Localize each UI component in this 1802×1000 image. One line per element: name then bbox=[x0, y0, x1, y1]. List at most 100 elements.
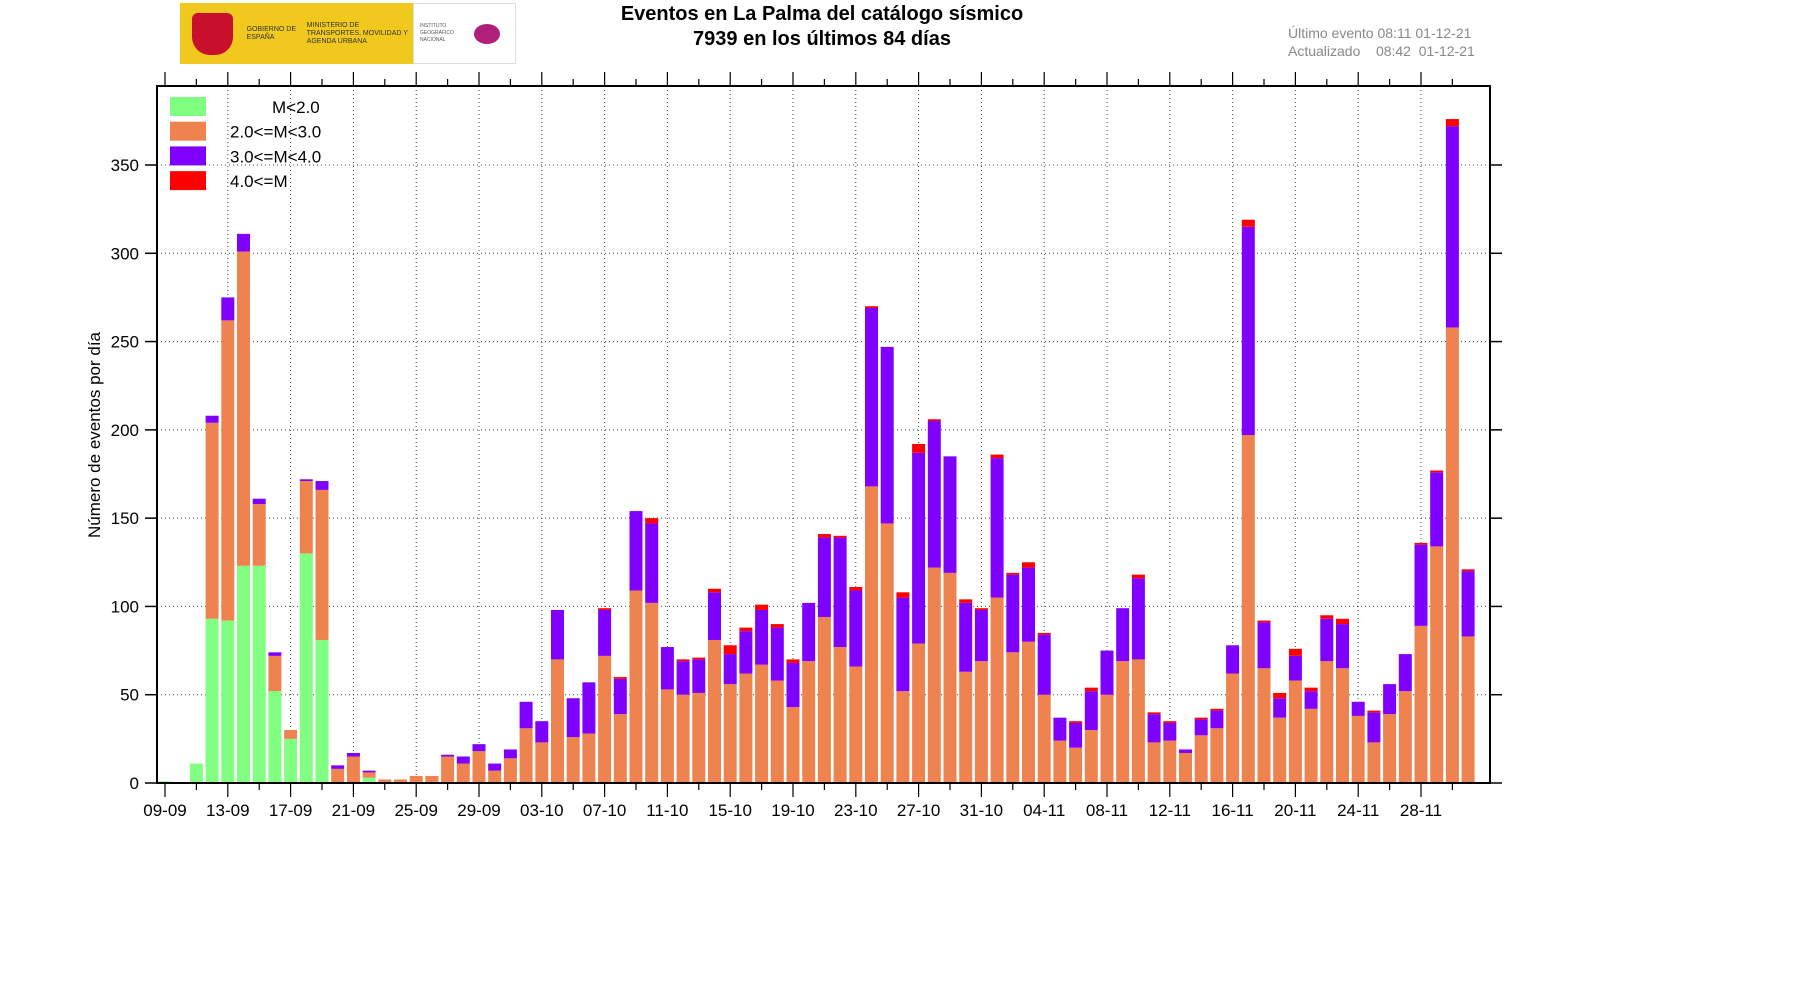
y-tick-label: 350 bbox=[111, 156, 139, 175]
bar-segment bbox=[205, 618, 219, 783]
bar-segment bbox=[1241, 226, 1255, 436]
bar-segment bbox=[362, 777, 376, 783]
bar-segment bbox=[817, 534, 831, 538]
bar-segment bbox=[723, 654, 737, 685]
bar-segment bbox=[755, 609, 769, 665]
bar-segment bbox=[488, 763, 502, 771]
bar-segment bbox=[1053, 740, 1067, 783]
bar-segment bbox=[1194, 717, 1208, 720]
bar-segment bbox=[1084, 730, 1098, 783]
bar-segment bbox=[692, 657, 706, 660]
bar-segment bbox=[770, 627, 784, 681]
bar-segment bbox=[1367, 710, 1381, 713]
bar-segment bbox=[1069, 722, 1083, 748]
bar-segment bbox=[1037, 694, 1051, 783]
bar-segment bbox=[566, 737, 580, 783]
bar-segment bbox=[1163, 740, 1177, 783]
legend-label: 4.0<=M bbox=[230, 172, 288, 191]
bar-segment bbox=[1445, 126, 1459, 328]
bar-segment bbox=[598, 609, 612, 656]
plot-frame bbox=[156, 85, 1491, 784]
legend-swatch bbox=[170, 146, 206, 166]
bar-segment bbox=[551, 659, 564, 783]
coat-of-arms-icon bbox=[192, 12, 233, 55]
bar-segment bbox=[268, 652, 282, 656]
bar-segment bbox=[1069, 747, 1083, 783]
bar-segment bbox=[503, 758, 517, 783]
x-tick-label: 31-10 bbox=[960, 801, 1003, 820]
bar-segment bbox=[802, 661, 816, 783]
bar-segment bbox=[409, 775, 423, 783]
bar-segment bbox=[1445, 327, 1459, 783]
bar-segment bbox=[299, 479, 313, 482]
x-tick-label: 07-10 bbox=[583, 801, 626, 820]
bar-segment bbox=[676, 661, 690, 695]
bar-segment bbox=[1179, 752, 1192, 783]
bar-segment bbox=[959, 671, 973, 783]
bar-segment bbox=[959, 602, 973, 672]
bar-segment bbox=[1006, 574, 1020, 653]
bar-segment bbox=[613, 677, 627, 679]
bar-segment bbox=[849, 587, 863, 591]
bar-segment bbox=[927, 567, 941, 783]
bar-segment bbox=[739, 631, 753, 674]
bar-segment bbox=[1022, 567, 1035, 642]
bar-segment bbox=[425, 775, 439, 783]
bar-segment bbox=[786, 662, 800, 708]
x-tick-label: 21-09 bbox=[332, 801, 375, 820]
bar-segment bbox=[990, 458, 1004, 598]
bar-segment bbox=[739, 627, 753, 632]
bar-segment bbox=[645, 602, 659, 783]
x-tick-label: 03-10 bbox=[520, 801, 563, 820]
bar-segment bbox=[1273, 717, 1287, 783]
bar-segment bbox=[346, 752, 360, 757]
bar-segment bbox=[660, 647, 674, 690]
bar-segment bbox=[1100, 694, 1114, 783]
bar-segment bbox=[519, 701, 533, 729]
x-tick-label: 08-11 bbox=[1086, 801, 1128, 820]
bar-segment bbox=[849, 666, 863, 783]
x-tick-label: 29-09 bbox=[457, 801, 500, 820]
y-tick-label: 300 bbox=[111, 244, 139, 263]
gobierno-logo: GOBIERNO DE ESPAÑA MINISTERIO DE TRANSPO… bbox=[180, 3, 413, 64]
x-tick-label: 25-09 bbox=[394, 801, 437, 820]
bar-segment bbox=[456, 763, 470, 783]
bar-segment bbox=[315, 481, 329, 490]
bar-segment bbox=[1430, 470, 1444, 473]
bar-segment bbox=[974, 608, 988, 610]
bar-segment bbox=[1257, 668, 1271, 783]
bar-segment bbox=[676, 694, 690, 783]
legend-label: M<2.0 bbox=[272, 98, 320, 117]
y-tick-label: 150 bbox=[111, 509, 139, 528]
bar-segment bbox=[582, 682, 596, 734]
legend-label: 2.0<=M<3.0 bbox=[230, 123, 321, 142]
bar-segment bbox=[237, 251, 250, 566]
bar-segment bbox=[237, 233, 250, 252]
bar-segment bbox=[362, 772, 376, 778]
bar-segment bbox=[1288, 680, 1302, 783]
bar-segment bbox=[535, 721, 549, 743]
bar-segment bbox=[1194, 735, 1208, 783]
bar-segment bbox=[299, 481, 313, 554]
x-tick-label: 20-11 bbox=[1274, 801, 1316, 820]
bar-segment bbox=[1336, 618, 1349, 625]
bar-segment bbox=[221, 620, 235, 783]
bar-segment bbox=[1351, 715, 1365, 783]
bar-segment bbox=[1430, 546, 1444, 783]
bar-segment bbox=[676, 659, 690, 662]
bar-segment bbox=[582, 733, 596, 783]
x-tick-label: 15-10 bbox=[708, 801, 751, 820]
bar-segment bbox=[629, 590, 643, 783]
bar-segment bbox=[1320, 618, 1334, 662]
legend-swatch bbox=[170, 121, 206, 141]
bar-segment bbox=[1084, 687, 1098, 692]
bar-segment bbox=[865, 486, 878, 783]
update-info: Último evento 08:11 01-12-21 Actualizado … bbox=[1288, 24, 1475, 60]
bar-segment bbox=[739, 673, 753, 783]
bar-segment bbox=[1461, 636, 1475, 783]
legend-swatch bbox=[170, 171, 206, 191]
bar-segment bbox=[880, 346, 894, 524]
bar-segment bbox=[1163, 722, 1177, 741]
bar-segment bbox=[1226, 645, 1240, 674]
